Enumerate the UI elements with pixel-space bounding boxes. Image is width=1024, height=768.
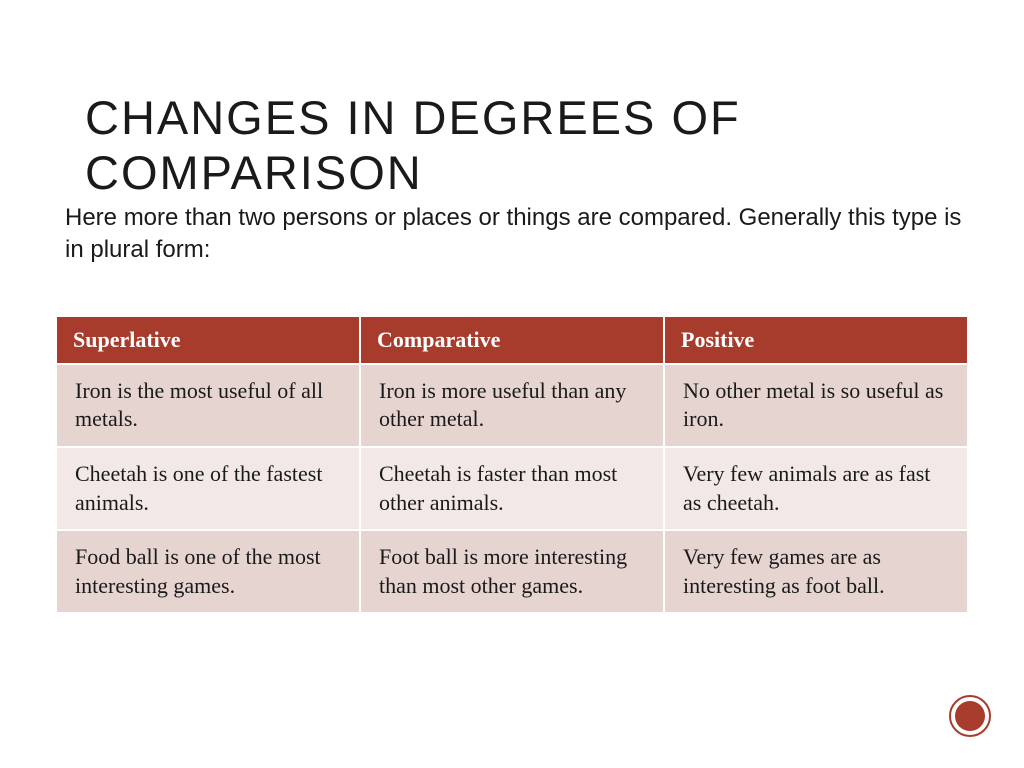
col-superlative: Superlative <box>56 316 360 364</box>
slide-title: CHANGES IN DEGREES OF COMPARISON <box>85 90 969 200</box>
cell: No other metal is so useful as iron. <box>664 364 968 447</box>
slide-subtitle: Here more than two persons or places or … <box>65 202 969 267</box>
cell: Iron is the most useful of all metals. <box>56 364 360 447</box>
table-row: Cheetah is one of the fastest animals. C… <box>56 447 968 530</box>
cell: Foot ball is more interesting than most … <box>360 530 664 613</box>
col-positive: Positive <box>664 316 968 364</box>
table-row: Food ball is one of the most interesting… <box>56 530 968 613</box>
comparison-table: Superlative Comparative Positive Iron is… <box>55 315 969 615</box>
decorative-badge-icon <box>948 694 992 738</box>
cell: Cheetah is one of the fastest animals. <box>56 447 360 530</box>
table-row: Iron is the most useful of all metals. I… <box>56 364 968 447</box>
table-body: Iron is the most useful of all metals. I… <box>56 364 968 614</box>
cell: Cheetah is faster than most other animal… <box>360 447 664 530</box>
slide-container: CHANGES IN DEGREES OF COMPARISON Here mo… <box>0 0 1024 614</box>
cell: Food ball is one of the most interesting… <box>56 530 360 613</box>
table-header: Superlative Comparative Positive <box>56 316 968 364</box>
cell: Very few games are as interesting as foo… <box>664 530 968 613</box>
cell: Iron is more useful than any other metal… <box>360 364 664 447</box>
cell: Very few animals are as fast as cheetah. <box>664 447 968 530</box>
col-comparative: Comparative <box>360 316 664 364</box>
